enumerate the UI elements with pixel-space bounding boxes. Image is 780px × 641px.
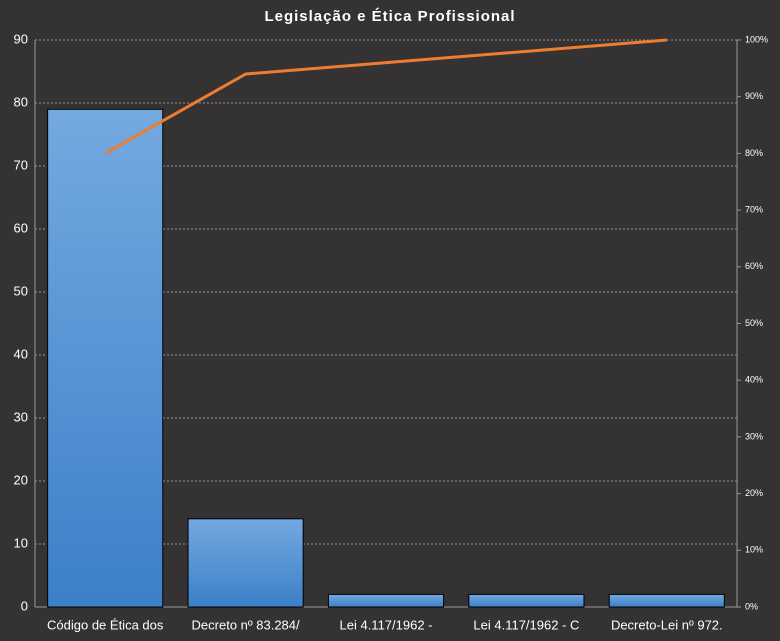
y-tick-label: 80 <box>14 94 28 109</box>
y2-tick-label: 100% <box>745 34 768 44</box>
cumulative-line <box>104 38 667 155</box>
bar <box>468 593 585 608</box>
y2-tick-label: 10% <box>745 545 763 555</box>
y2-tick-label: 40% <box>745 375 763 385</box>
bar <box>327 593 445 608</box>
y-tick-label: 20 <box>14 472 28 487</box>
y-tick-label: 70 <box>14 157 28 172</box>
x-tick-label: Decreto nº 83.284/ <box>192 617 300 632</box>
y2-tick-label: 90% <box>745 91 763 101</box>
bar <box>608 593 725 608</box>
y-tick-label: 10 <box>14 535 28 550</box>
bar <box>187 518 304 608</box>
y-tick-label: 60 <box>14 220 28 235</box>
y2-tick-label: 80% <box>745 148 763 158</box>
bar <box>47 108 164 608</box>
y-tick-label: 0 <box>21 598 28 613</box>
x-tick-label: Código de Ética dos <box>47 617 164 632</box>
chart-title: Legislação e Ética Profissional <box>264 8 515 25</box>
y2-tick-label: 50% <box>745 318 763 328</box>
y2-tick-label: 20% <box>745 488 763 498</box>
y2-tick-label: 0% <box>745 601 758 611</box>
x-tick-label: Decreto-Lei nº 972. <box>611 617 723 632</box>
y-tick-label: 30 <box>14 409 28 424</box>
x-tick-label: Lei 4.117/1962 - <box>340 617 433 632</box>
y-tick-label: 50 <box>14 283 28 298</box>
x-tick-label: Lei 4.117/1962 - C <box>473 617 579 632</box>
y-tick-label: 90 <box>14 31 28 46</box>
y2-tick-label: 30% <box>745 431 763 441</box>
y2-tick-label: 70% <box>745 204 763 214</box>
y-tick-label: 40 <box>14 346 28 361</box>
y2-tick-label: 60% <box>745 261 763 271</box>
